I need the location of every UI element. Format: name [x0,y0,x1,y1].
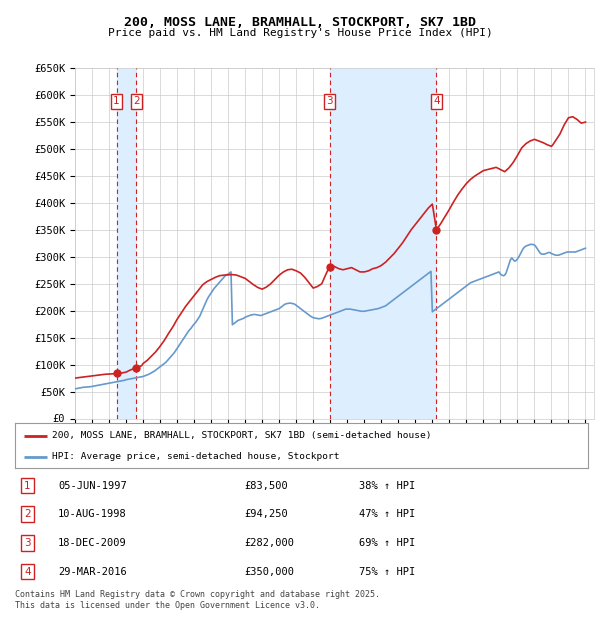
Text: 18-DEC-2009: 18-DEC-2009 [58,538,127,548]
Text: 05-JUN-1997: 05-JUN-1997 [58,480,127,490]
Text: 4: 4 [433,97,440,107]
Text: 75% ↑ HPI: 75% ↑ HPI [359,567,415,577]
Text: 1: 1 [113,97,120,107]
Text: 3: 3 [326,97,333,107]
Text: 2: 2 [133,97,140,107]
Text: 200, MOSS LANE, BRAMHALL, STOCKPORT, SK7 1BD: 200, MOSS LANE, BRAMHALL, STOCKPORT, SK7… [124,16,476,29]
Bar [329,68,436,418]
Text: 2: 2 [24,509,31,519]
Text: 38% ↑ HPI: 38% ↑ HPI [359,480,415,490]
Text: Contains HM Land Registry data © Crown copyright and database right 2025.
This d: Contains HM Land Registry data © Crown c… [15,590,380,609]
Text: HPI: Average price, semi-detached house, Stockport: HPI: Average price, semi-detached house,… [52,453,340,461]
Text: 29-MAR-2016: 29-MAR-2016 [58,567,127,577]
Text: 47% ↑ HPI: 47% ↑ HPI [359,509,415,519]
Text: 200, MOSS LANE, BRAMHALL, STOCKPORT, SK7 1BD (semi-detached house): 200, MOSS LANE, BRAMHALL, STOCKPORT, SK7… [52,431,432,440]
Text: £282,000: £282,000 [244,538,294,548]
Text: 10-AUG-1998: 10-AUG-1998 [58,509,127,519]
Text: 3: 3 [24,538,31,548]
Text: 4: 4 [24,567,31,577]
Text: Price paid vs. HM Land Registry's House Price Index (HPI): Price paid vs. HM Land Registry's House … [107,28,493,38]
Text: 69% ↑ HPI: 69% ↑ HPI [359,538,415,548]
Text: £350,000: £350,000 [244,567,294,577]
Bar [116,68,136,418]
Text: £83,500: £83,500 [244,480,288,490]
Text: 1: 1 [24,480,31,490]
Text: £94,250: £94,250 [244,509,288,519]
